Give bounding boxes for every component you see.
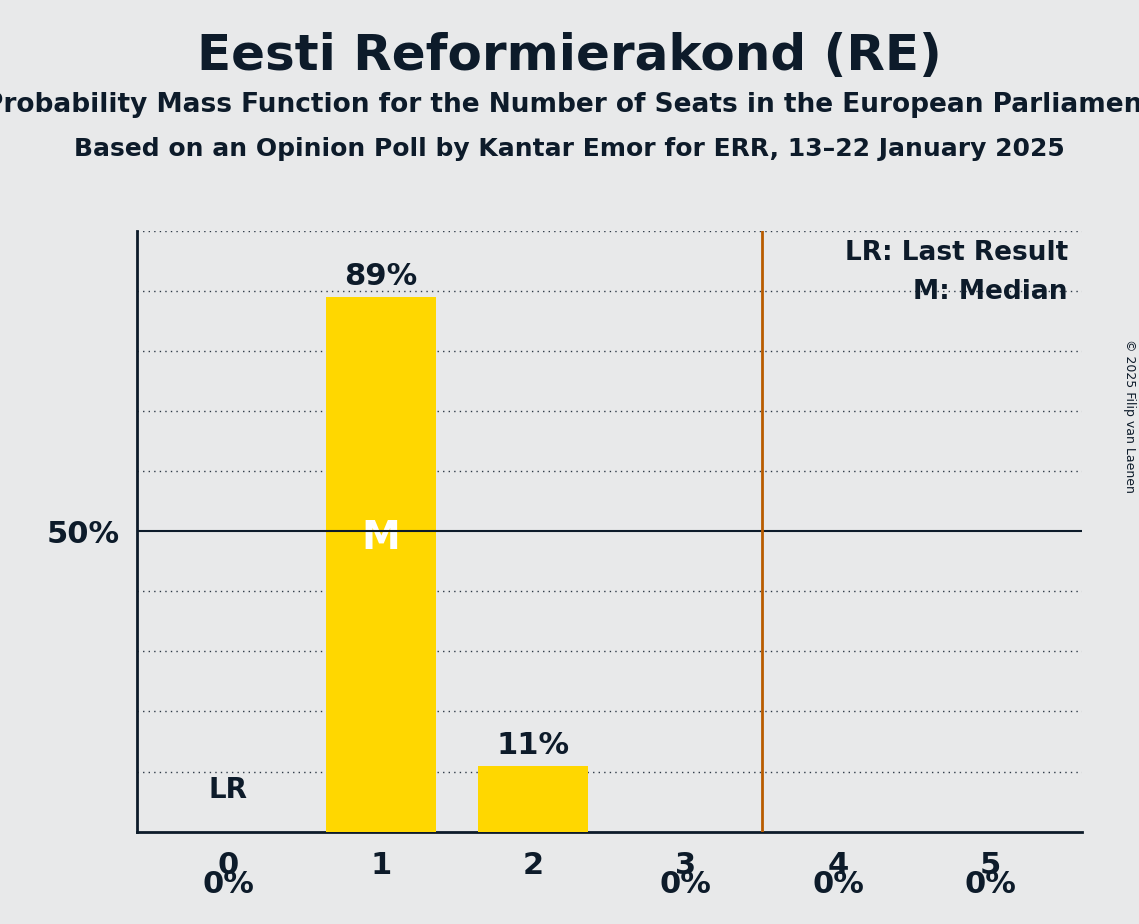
Text: Probability Mass Function for the Number of Seats in the European Parliament: Probability Mass Function for the Number… bbox=[0, 92, 1139, 118]
Text: 0%: 0% bbox=[203, 870, 254, 899]
Text: M: M bbox=[361, 518, 400, 556]
Text: © 2025 Filip van Laenen: © 2025 Filip van Laenen bbox=[1123, 339, 1137, 492]
Text: Eesti Reformierakond (RE): Eesti Reformierakond (RE) bbox=[197, 32, 942, 80]
Text: 0%: 0% bbox=[659, 870, 712, 899]
Text: 0%: 0% bbox=[812, 870, 865, 899]
Text: LR: Last Result: LR: Last Result bbox=[845, 240, 1068, 266]
Text: 0%: 0% bbox=[965, 870, 1016, 899]
Bar bbox=[478, 765, 588, 832]
Text: 11%: 11% bbox=[497, 731, 570, 760]
Text: Based on an Opinion Poll by Kantar Emor for ERR, 13–22 January 2025: Based on an Opinion Poll by Kantar Emor … bbox=[74, 137, 1065, 161]
Bar bbox=[326, 298, 435, 832]
Text: LR: LR bbox=[208, 775, 247, 804]
Text: 89%: 89% bbox=[344, 262, 417, 291]
Text: M: Median: M: Median bbox=[913, 279, 1068, 305]
